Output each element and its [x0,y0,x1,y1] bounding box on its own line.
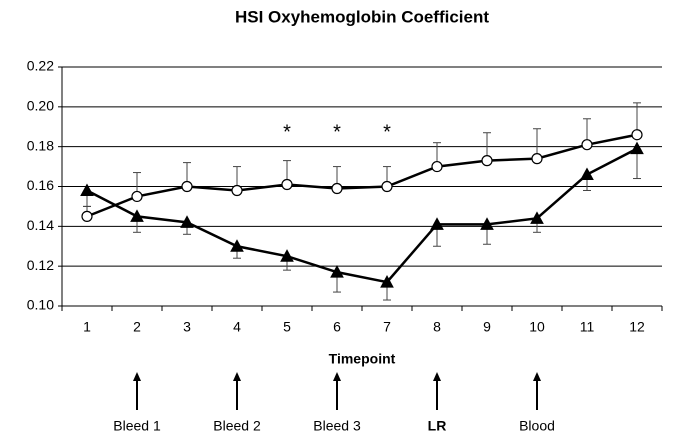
marker [331,182,343,195]
x-tick-label: 9 [483,319,491,335]
y-tick-label: 0.10 [27,297,54,313]
marker [230,239,244,252]
event-label: Bleed 3 [313,418,361,434]
y-tick-label: 0.14 [27,217,54,233]
marker [180,215,194,228]
event-label: Blood [519,418,555,434]
x-tick-label: 4 [233,319,241,335]
marker [480,217,494,230]
x-tick-label: 1 [83,319,91,335]
x-tick-label: 3 [183,319,191,335]
marker [531,153,543,165]
event-arrowhead [333,372,341,381]
x-tick-label: 10 [529,319,545,335]
event-label: Bleed 1 [113,418,161,434]
x-tick-label: 7 [383,319,391,335]
marker [580,167,594,181]
x-tick-label: 11 [580,319,595,335]
marker [280,249,294,262]
marker [281,178,293,191]
significance-mark: * [283,121,291,143]
event-arrowhead [233,372,241,381]
series-line [86,133,638,218]
event-arrowhead [133,372,141,381]
marker [381,180,393,193]
marker [81,210,93,222]
chart-title: HSI Oxyhemoglobin Coefficient [235,7,489,26]
series-line [86,147,638,284]
event-arrowhead [433,372,441,381]
event-label: Bleed 2 [213,418,261,434]
y-tick-label: 0.12 [27,257,54,273]
marker [481,155,493,167]
marker [130,209,144,222]
marker [80,183,94,196]
marker [430,217,444,230]
significance-mark: * [333,121,341,143]
marker [380,275,394,288]
marker [581,139,593,151]
marker [231,184,243,197]
y-tick-label: 0.22 [27,58,54,74]
marker [330,265,344,278]
x-tick-label: 2 [133,319,141,335]
significance-mark: * [383,121,391,143]
y-tick-label: 0.20 [27,98,54,114]
x-axis-label: Timepoint [329,351,396,367]
y-tick-label: 0.18 [27,137,54,153]
x-tick-label: 6 [333,319,341,335]
y-tick-label: 0.16 [27,177,54,193]
marker [181,180,193,193]
marker [630,141,644,155]
x-tick-label: 12 [629,319,645,335]
event-label: LR [428,418,447,434]
event-arrowhead [533,372,541,381]
marker [431,160,443,173]
marker [131,190,143,203]
marker [530,211,544,224]
x-tick-label: 8 [433,319,441,335]
x-tick-label: 5 [283,319,291,335]
marker [631,129,643,141]
